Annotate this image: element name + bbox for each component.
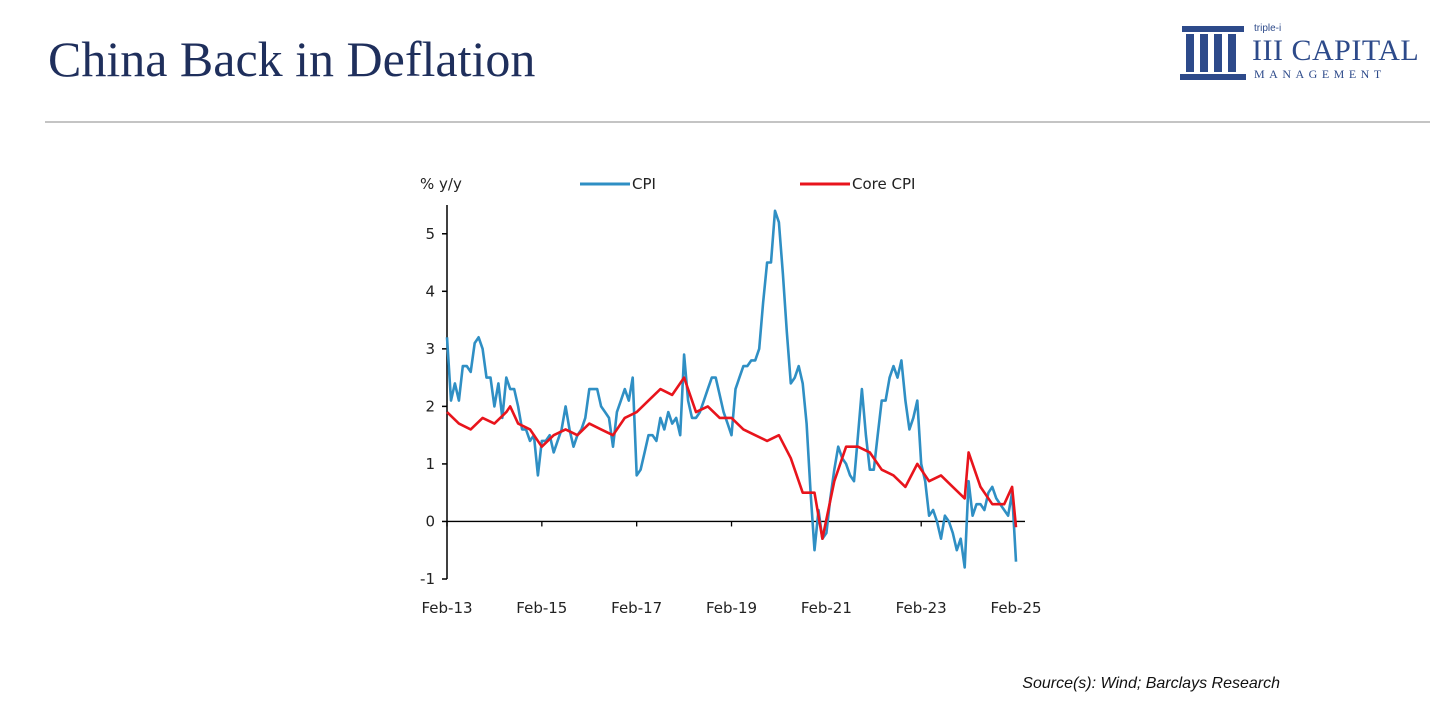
- legend-label: CPI: [632, 175, 656, 193]
- slide-title: China Back in Deflation: [48, 31, 536, 87]
- y-tick-label: 1: [425, 455, 435, 473]
- y-tick-label: -1: [420, 570, 435, 588]
- x-tick-label: Feb-19: [706, 599, 757, 617]
- series-line-cpi: [445, 209, 1018, 569]
- company-logo: triple-i III CAPITAL MANAGEMENT: [1178, 22, 1428, 84]
- y-tick-label: 2: [425, 397, 435, 415]
- x-tick-label: Feb-17: [611, 599, 662, 617]
- y-axis-label: % y/y: [420, 175, 462, 193]
- title-divider: [45, 121, 1430, 123]
- y-tick-label: 0: [425, 512, 435, 530]
- x-tick-label: Feb-13: [421, 599, 472, 617]
- logo-name: III CAPITAL: [1252, 34, 1420, 67]
- source-note: Source(s): Wind; Barclays Research: [1022, 675, 1280, 692]
- y-tick-label: 3: [425, 340, 435, 358]
- x-tick-label: Feb-21: [801, 599, 852, 617]
- series-line-core-cpi: [446, 376, 1018, 541]
- y-tick-label: 4: [425, 282, 435, 300]
- x-tick-label: Feb-23: [896, 599, 947, 617]
- x-tick-label: Feb-15: [516, 599, 567, 617]
- legend-label: Core CPI: [852, 175, 915, 193]
- logo-subtitle: MANAGEMENT: [1254, 67, 1386, 81]
- x-tick-label: Feb-25: [991, 599, 1042, 617]
- logo-small-text: triple-i: [1254, 23, 1282, 34]
- cpi-line-chart: -1 0 1 2 3 4 5 % y/y Feb-13 Feb-15 Feb-17 Feb-19 Feb…: [420, 175, 1042, 617]
- columns-logo-icon: [1180, 26, 1246, 80]
- y-tick-label: 5: [425, 225, 435, 243]
